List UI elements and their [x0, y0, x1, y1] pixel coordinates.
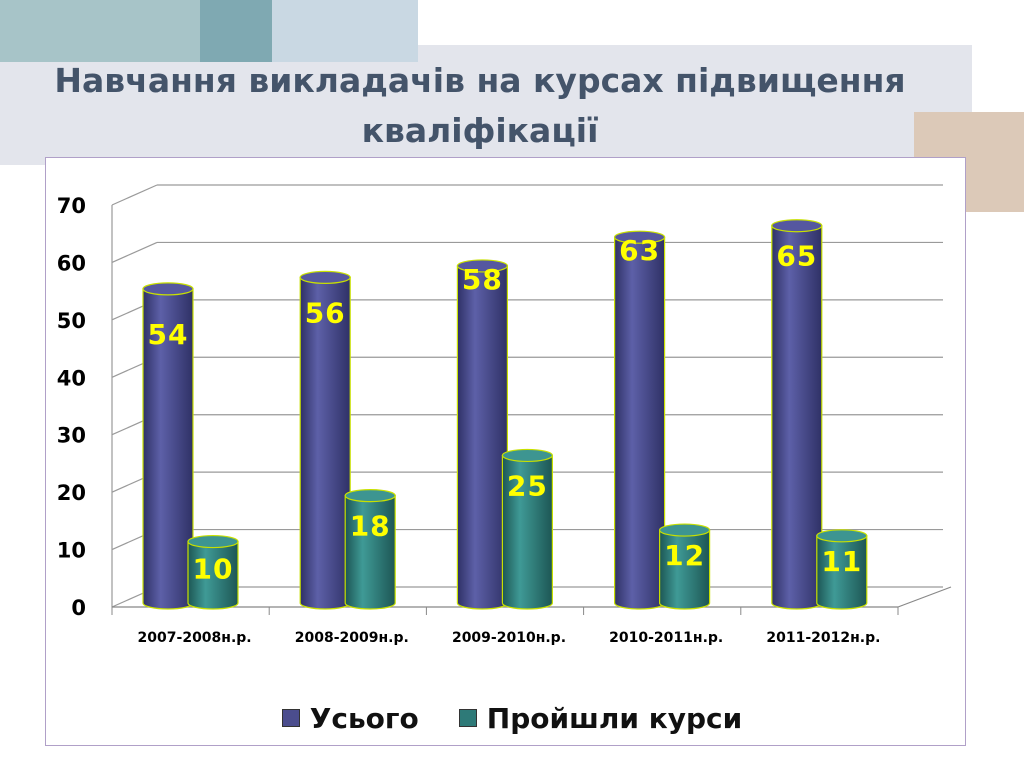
legend-item: Пройшли курси	[458, 701, 743, 735]
legend-label: Усього	[309, 701, 419, 735]
bar-completed	[187, 534, 239, 610]
bar-total	[771, 219, 823, 610]
data-label: 11	[821, 545, 862, 578]
chart-data-labels: 54 56 58 63 65 10 18 25 12 11	[148, 234, 862, 586]
bar-total	[456, 259, 508, 610]
data-label: 25	[507, 469, 548, 502]
chart-axes: 0 10 20 30 40 50 60 70 2007-2008н.р. 2008-2009н.р…	[57, 194, 952, 646]
legend-item: Усього	[281, 701, 419, 735]
data-label: 63	[619, 234, 660, 267]
y-tick-label: 70	[57, 194, 86, 218]
y-tick-label: 30	[57, 424, 86, 448]
x-tick-label: 2009-2010н.р.	[452, 630, 566, 646]
legend: Усього Пройшли курси	[0, 693, 1024, 743]
data-label: 12	[664, 539, 705, 572]
y-tick-label: 50	[57, 309, 86, 333]
x-tick-label: 2007-2008н.р.	[138, 630, 252, 646]
bar-completed	[501, 448, 554, 610]
y-tick-label: 20	[57, 481, 86, 505]
data-label: 65	[776, 240, 817, 273]
y-tick-label: 40	[57, 366, 86, 390]
decor-block-teal	[0, 0, 200, 62]
bar-total	[613, 230, 666, 610]
legend-swatch	[281, 709, 300, 727]
legend-label: Пройшли курси	[486, 701, 743, 735]
data-label: 56	[305, 296, 346, 329]
x-tick-label: 2008-2009н.р.	[295, 630, 409, 646]
data-label: 58	[462, 263, 503, 296]
legend-swatch	[458, 709, 477, 727]
y-tick-label: 0	[71, 596, 86, 620]
page-title: Навчання викладачів на курсах підвищення…	[54, 61, 906, 150]
bar-completed	[658, 523, 711, 610]
bar-completed	[344, 489, 396, 610]
x-tick-label: 2010-2011н.р.	[609, 630, 723, 646]
data-label: 10	[193, 553, 234, 586]
x-axis-floor	[111, 586, 952, 615]
gridline	[111, 184, 943, 206]
bar-total	[299, 270, 351, 610]
bar-completed	[816, 529, 868, 610]
chart-bars	[142, 219, 868, 610]
y-tick-label: 60	[57, 251, 86, 275]
decor-block-blue	[272, 0, 418, 62]
title-band	[0, 45, 972, 165]
data-label: 18	[350, 510, 391, 543]
y-tick-label: 10	[57, 539, 86, 563]
x-tick-label: 2011-2012н.р.	[766, 630, 880, 646]
data-label: 54	[148, 318, 189, 351]
decor-block-dark-teal	[200, 0, 272, 62]
